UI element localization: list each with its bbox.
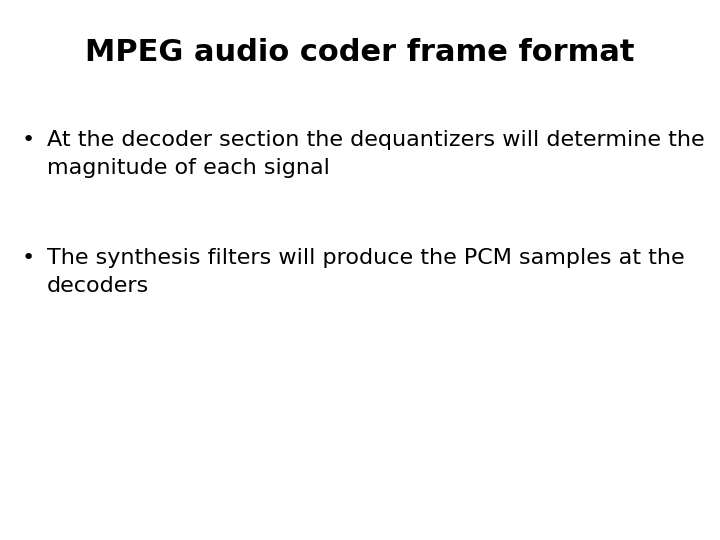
Text: At the decoder section the dequantizers will determine the
magnitude of each sig: At the decoder section the dequantizers … [47, 130, 704, 178]
Text: •: • [22, 130, 35, 150]
Text: MPEG audio coder frame format: MPEG audio coder frame format [85, 38, 635, 67]
Text: •: • [22, 248, 35, 268]
Text: The synthesis filters will produce the PCM samples at the
decoders: The synthesis filters will produce the P… [47, 248, 685, 296]
